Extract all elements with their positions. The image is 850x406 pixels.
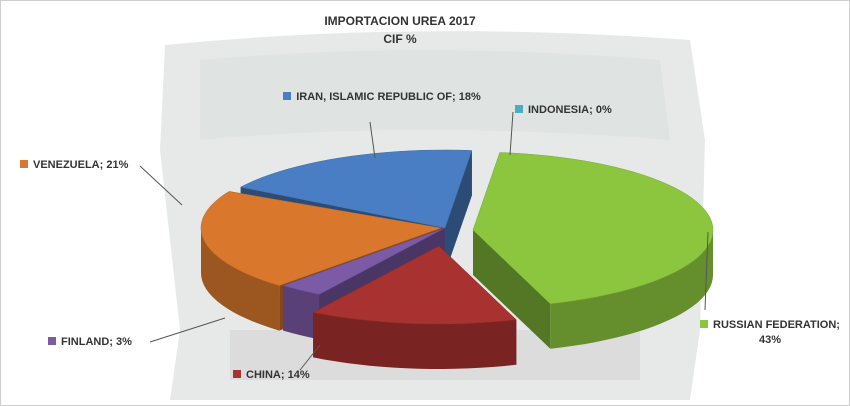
slice-wall xyxy=(445,150,472,273)
category-label: INDONESIA xyxy=(528,104,590,116)
chart-title: IMPORTACION UREA 2017 xyxy=(324,14,476,28)
value-label: 3% xyxy=(116,336,132,348)
value-label: 14% xyxy=(287,369,310,381)
legend-swatch xyxy=(283,92,292,100)
data-label: INDONESIA; 0% xyxy=(515,103,665,118)
legend-swatch xyxy=(515,105,523,113)
label-separator: ; xyxy=(99,159,107,171)
label-separator: ; xyxy=(836,319,840,331)
label-separator: ; xyxy=(452,91,459,103)
slice-wall xyxy=(283,228,445,331)
slice xyxy=(282,227,446,295)
leader-line xyxy=(139,165,183,206)
slice xyxy=(239,149,473,229)
slice-side xyxy=(550,230,713,349)
value-label: 18% xyxy=(458,91,481,103)
leader-line xyxy=(704,231,709,311)
leader-line xyxy=(149,317,226,343)
category-label: VENEZUELA xyxy=(33,159,100,171)
data-label: VENEZUELA; 21% xyxy=(20,158,170,173)
legend-swatch xyxy=(20,160,28,168)
legend-swatch xyxy=(48,337,56,345)
value-label: 0% xyxy=(595,104,612,116)
label-separator: ; xyxy=(109,336,117,348)
category-label: FINLAND xyxy=(61,336,110,348)
data-label: IRAN, ISLAMIC REPUBLIC OF; 18% xyxy=(262,90,502,105)
legend-swatch xyxy=(700,320,709,328)
label-separator: ; xyxy=(280,369,288,381)
category-label: IRAN, ISLAMIC REPUBLIC OF xyxy=(296,91,453,103)
slice-side xyxy=(313,312,517,369)
leader-line xyxy=(369,121,376,159)
value-label: 21% xyxy=(106,159,129,171)
slice-wall xyxy=(473,230,551,349)
value-label: 43% xyxy=(758,334,782,346)
slice xyxy=(472,152,714,305)
leader-line xyxy=(509,111,514,156)
slice xyxy=(312,245,517,325)
legend-swatch xyxy=(233,370,241,378)
slice-side xyxy=(201,228,280,331)
data-label: RUSSIAN FEDERATION; 43% xyxy=(695,318,845,348)
data-label: FINLAND; 3% xyxy=(48,335,168,350)
slice xyxy=(200,191,442,286)
chart-subtitle: CIF % xyxy=(383,32,417,46)
data-label: CHINA; 14% xyxy=(233,368,353,383)
category-label: CHINA xyxy=(246,369,281,381)
slice-side xyxy=(283,285,320,340)
category-label: RUSSIAN FEDERATION xyxy=(713,319,837,331)
label-separator: ; xyxy=(589,104,596,116)
leader-line xyxy=(299,344,321,371)
